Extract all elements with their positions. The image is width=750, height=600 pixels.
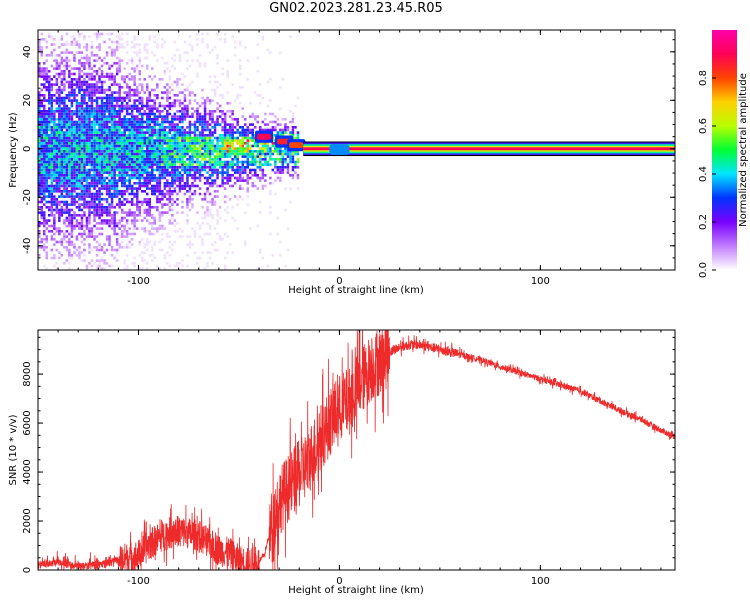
- spectrogram-x-axis-label: Height of straight line (km): [288, 285, 424, 296]
- snr-y-tick-label: 2000: [22, 508, 33, 533]
- spectrogram-x-tick-label: 0: [336, 276, 342, 287]
- snr-x-axis-label: Height of straight line (km): [288, 585, 424, 596]
- snr-y-tick-label: 0: [22, 567, 33, 573]
- snr-series: [38, 330, 675, 570]
- spectrogram-y-tick-label: 20: [22, 94, 33, 107]
- spectrogram-y-tick-label: 40: [22, 45, 33, 58]
- spectrogram-y-tick-label: -20: [22, 189, 33, 205]
- snr-y-axis-label: SNR (10 * v/v): [8, 414, 19, 485]
- spectrogram-x-tick-label: 100: [531, 276, 550, 287]
- spectrogram-y-tick-label: 0: [22, 146, 33, 152]
- colorbar-tick-label: 0.8: [698, 70, 709, 86]
- spectrogram-panel: -100 0 100 -40 -20 0 20 40 Height of straight l…: [8, 29, 676, 296]
- snr-x-tick-label: 100: [531, 576, 550, 587]
- spectrogram-y-tick-label: -40: [22, 238, 33, 254]
- spectrogram-y-axis-label: Frequency (Hz): [8, 112, 19, 188]
- colorbar: 0.0 0.2 0.4 0.6 0.8 Normalized spectral ampl…: [698, 30, 749, 278]
- colorbar-label: Normalized spectral amplitude: [738, 73, 749, 227]
- snr-y-tick-label: 4000: [22, 459, 33, 484]
- spectrogram-ticks: -100 0 100 -40 -20 0 20 40: [22, 30, 675, 287]
- colorbar-tick-label: 0.0: [698, 262, 709, 278]
- snr-frame: [37, 329, 676, 571]
- snr-y-tick-label: 6000: [22, 410, 33, 435]
- chart-title: GN02.2023.281.23.45.R05: [269, 1, 443, 16]
- snr-y-tick-label: 8000: [22, 361, 33, 386]
- colorbar-gradient: [712, 30, 737, 270]
- colorbar-tick-label: 0.4: [698, 166, 709, 182]
- spectrogram-frame: [37, 29, 676, 271]
- snr-x-tick-label: 0: [336, 576, 342, 587]
- spectrogram-heatmap: [38, 32, 675, 270]
- colorbar-ticks: 0.0 0.2 0.4 0.6 0.8: [698, 70, 716, 278]
- colorbar-tick-label: 0.2: [698, 214, 709, 230]
- snr-x-tick-label: -100: [127, 576, 150, 587]
- snr-line: [38, 330, 675, 570]
- spectrogram-x-tick-label: -100: [127, 276, 150, 287]
- colorbar-tick-label: 0.6: [698, 118, 709, 134]
